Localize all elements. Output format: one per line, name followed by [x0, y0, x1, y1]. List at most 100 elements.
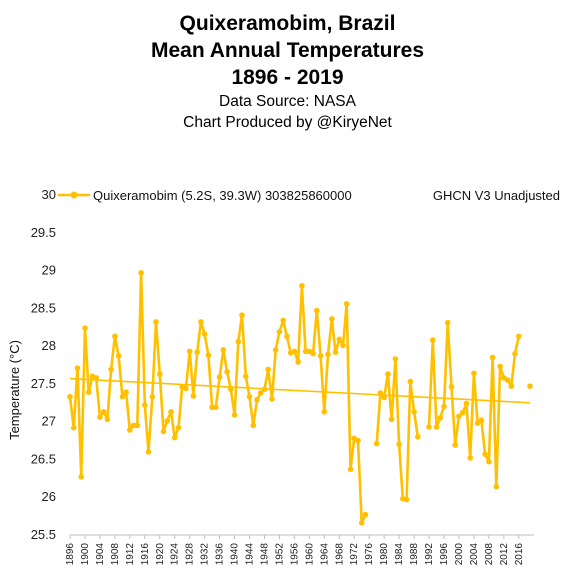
data-point [243, 373, 249, 380]
x-tick-label: 1972 [349, 543, 360, 566]
y-tick-label: 25.5 [31, 527, 56, 542]
data-point [272, 347, 279, 353]
x-tick-label: 1976 [364, 543, 375, 566]
y-tick-label: 27 [42, 414, 56, 429]
data-point [220, 347, 227, 353]
data-point [527, 383, 533, 390]
data-point [317, 353, 324, 359]
data-point [149, 393, 156, 400]
data-point [216, 374, 223, 380]
data-point [280, 317, 287, 324]
data-point [164, 418, 170, 424]
data-point [433, 424, 440, 430]
x-tick-label: 1912 [125, 543, 136, 566]
data-point [486, 458, 492, 465]
x-tick-label: 1932 [200, 543, 211, 566]
data-point [295, 359, 301, 365]
data-point [516, 333, 522, 340]
x-axis-ticks: 1896 1900 1904 1908 1912 1916 1920 1924 1928 1932… [65, 535, 525, 565]
data-point [493, 483, 500, 490]
data-point [321, 409, 328, 415]
y-tick-label: 28 [42, 338, 56, 353]
data-point [228, 386, 234, 393]
data-point [142, 402, 148, 408]
x-tick-label: 1904 [95, 543, 106, 566]
data-point [168, 409, 174, 415]
series-line-segment [68, 271, 367, 525]
data-point [474, 420, 481, 427]
data-point [201, 331, 208, 337]
data-point [377, 390, 384, 396]
data-point [224, 369, 230, 375]
data-point [246, 393, 253, 400]
x-tick-label: 1960 [304, 543, 315, 566]
data-point [482, 451, 488, 458]
data-point [314, 307, 320, 314]
data-point [276, 329, 283, 335]
data-point [284, 333, 290, 340]
x-tick-label: 1964 [319, 543, 330, 566]
data-point [175, 424, 182, 431]
x-tick-label: 1956 [289, 543, 300, 566]
data-point [269, 396, 275, 402]
data-point [112, 333, 118, 340]
data-point [93, 375, 99, 381]
data-point [426, 424, 432, 430]
data-point [100, 409, 107, 415]
data-point [343, 301, 350, 307]
data-point [67, 393, 73, 400]
data-point [407, 378, 414, 385]
x-tick-label: 2000 [454, 543, 465, 566]
data-point [448, 384, 455, 390]
y-tick-label: 29 [42, 263, 56, 278]
data-point [235, 338, 242, 345]
data-point [104, 416, 111, 423]
y-tick-label: 28.5 [31, 300, 56, 315]
x-tick-label: 1924 [170, 543, 181, 566]
x-tick-label: 1996 [439, 543, 450, 566]
data-point [82, 325, 88, 331]
x-tick-label: 2008 [484, 543, 495, 566]
data-point [388, 416, 395, 423]
data-point [430, 337, 436, 343]
x-tick-label: 1988 [409, 543, 420, 566]
x-tick-label: 1952 [274, 543, 285, 566]
x-tick-label: 2012 [499, 543, 510, 566]
data-point [134, 422, 141, 429]
data-point [452, 442, 459, 448]
data-point [504, 377, 511, 383]
data-point [157, 371, 163, 377]
data-point [119, 393, 126, 400]
data-point [190, 393, 197, 399]
y-tick-label: 26.5 [31, 451, 56, 466]
data-point [115, 353, 122, 359]
data-point [74, 365, 81, 371]
data-point [231, 412, 238, 418]
data-point [198, 319, 204, 325]
data-point [437, 415, 444, 421]
data-point [254, 397, 260, 403]
y-tick-label: 26 [42, 489, 56, 504]
y-tick-label: 27.5 [31, 376, 56, 391]
data-point [265, 366, 272, 373]
series-layer [67, 270, 533, 526]
data-point [145, 449, 152, 455]
data-point [138, 270, 144, 276]
y-tick-label: 29.5 [31, 225, 56, 240]
data-point [332, 349, 339, 356]
data-point [444, 319, 451, 326]
x-tick-label: 1940 [230, 543, 241, 566]
chart-title-line-1: Quixeramobim, Brazil [179, 12, 396, 35]
data-point [299, 282, 305, 289]
legend-note: GHCN V3 Unadjusted [433, 188, 560, 203]
data-point [381, 394, 387, 401]
data-point [396, 441, 402, 448]
data-point [340, 342, 346, 349]
data-point [291, 348, 298, 355]
data-point [489, 354, 496, 361]
data-point [329, 316, 335, 322]
data-point [186, 348, 193, 355]
data-point [385, 371, 391, 377]
x-tick-label: 1980 [379, 543, 390, 566]
